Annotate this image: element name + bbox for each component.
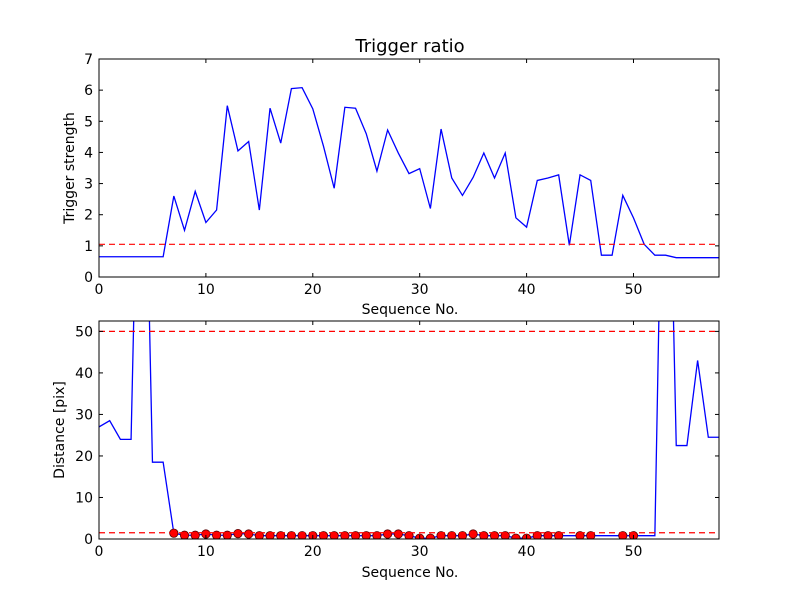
y-tick-label: 1 — [84, 239, 93, 255]
y-tick-label: 10 — [75, 490, 93, 506]
x-tick-label: 50 — [625, 282, 643, 298]
data-point-marker — [511, 533, 521, 539]
y-tick-label: 40 — [75, 366, 93, 382]
plot-area — [99, 321, 719, 539]
x-tick-label: 50 — [625, 544, 643, 560]
y-axis-label: Distance [pix] — [52, 381, 68, 479]
data-point-marker — [383, 529, 393, 539]
axes-frame — [98, 58, 720, 278]
x-tick-label: 40 — [518, 282, 536, 298]
y-tick-label: 30 — [75, 407, 93, 423]
x-tick-label: 0 — [95, 544, 104, 560]
x-tick-label: 0 — [95, 282, 104, 298]
y-tick-label: 6 — [84, 83, 93, 99]
y-tick-label: 7 — [84, 52, 93, 68]
y-tick-label: 20 — [75, 449, 93, 465]
y-axis-label: Trigger strength — [62, 112, 78, 225]
x-axis-label: Sequence No. — [362, 302, 459, 318]
y-tick-label: 4 — [84, 145, 93, 161]
x-tick-label: 40 — [518, 544, 536, 560]
axes-frame — [98, 320, 720, 540]
series-line — [99, 86, 719, 259]
x-tick-label: 30 — [411, 544, 429, 560]
chart-title: Trigger ratio — [354, 36, 464, 57]
y-tick-label: 50 — [75, 324, 93, 340]
data-point-marker — [468, 529, 478, 539]
y-tick-label: 5 — [84, 114, 93, 130]
y-tick-label: 0 — [84, 532, 93, 548]
x-tick-label: 10 — [197, 544, 215, 560]
y-tick-label: 0 — [84, 270, 93, 286]
y-tick-label: 2 — [84, 208, 93, 224]
trigger-ratio-panel: Trigger ratio Sequence No. Trigger stren… — [62, 36, 720, 318]
data-point-marker — [425, 533, 435, 539]
distance-panel: Sequence No. Distance [pix] 0 10 20 30 40 50 0… — [52, 320, 720, 581]
data-point-marker — [244, 529, 254, 539]
x-tick-label: 20 — [304, 544, 322, 560]
plot-area — [99, 86, 719, 259]
x-axis-label: Sequence No. — [362, 565, 459, 581]
x-tick-label: 30 — [411, 282, 429, 298]
data-point-marker — [233, 529, 243, 539]
y-tick-label: 3 — [84, 177, 93, 193]
data-point-marker — [393, 529, 403, 539]
x-tick-label: 20 — [304, 282, 322, 298]
x-tick-label: 10 — [197, 282, 215, 298]
